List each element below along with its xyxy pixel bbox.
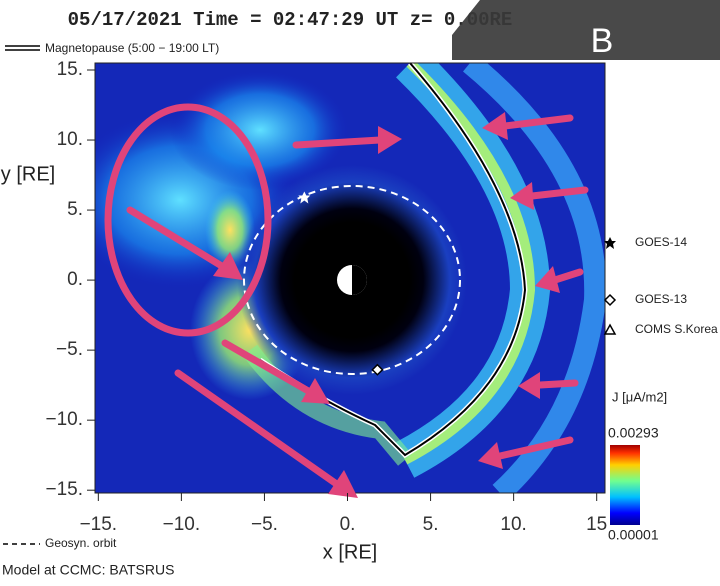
legend-marker — [603, 323, 617, 335]
y-axis-label: y [RE] — [1, 163, 55, 185]
y-tick-label: 0. — [67, 269, 83, 290]
legend-label: COMS S.Korea — [635, 322, 718, 336]
colorbar-max: 0.00293 — [608, 425, 659, 441]
colorbar — [610, 445, 640, 525]
x-tick-label: 10. — [500, 514, 526, 535]
legend-label: GOES-13 — [635, 292, 687, 306]
x-tick-label: −15. — [80, 514, 118, 535]
x-axis-label: x [RE] — [323, 541, 377, 563]
y-tick-label: 15. — [57, 59, 83, 80]
x-tick-label: 5. — [423, 514, 439, 535]
legend-label: GOES-14 — [635, 235, 687, 249]
panel-label: B — [591, 22, 614, 60]
legend-marker — [604, 237, 616, 249]
satellite — [298, 191, 311, 204]
earth-night — [352, 265, 367, 295]
y-tick-label: −5. — [56, 339, 83, 360]
legend-label: Geosyn. orbit — [45, 536, 117, 550]
y-tick-label: 10. — [57, 129, 83, 150]
x-tick-label: 15 — [586, 514, 607, 535]
y-tick-label: 5. — [67, 199, 83, 220]
footer: Model at CCMC: BATSRUS — [2, 562, 174, 578]
legend-label: Magnetopause (5:00 − 19:00 LT) — [45, 41, 219, 55]
x-tick-label: 0. — [340, 514, 356, 535]
colorbar-min: 0.00001 — [608, 527, 659, 543]
x-tick-label: −5. — [251, 514, 278, 535]
satellite — [371, 363, 384, 376]
overlay-badge — [452, 0, 720, 60]
colorbar-label: J [μA/m2] — [612, 389, 667, 404]
legend-marker — [603, 293, 617, 307]
magnetopause — [259, 62, 527, 457]
y-tick-label: −15. — [45, 479, 83, 500]
y-tick-label: −10. — [45, 409, 83, 430]
geosync-orbit — [243, 185, 461, 375]
annotations — [104, 103, 589, 498]
chart-title: 05/17/2021 Time = 02:47:29 UT z= 0.00RE — [68, 9, 513, 31]
x-tick-label: −10. — [163, 514, 201, 535]
